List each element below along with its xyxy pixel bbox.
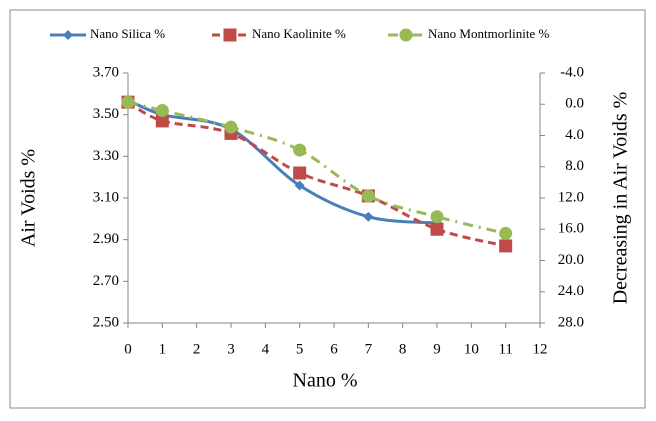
x-axis-title: Nano % [293,370,358,392]
x-tick-label: 9 [433,341,441,357]
x-tick-label: 3 [227,341,235,357]
legend-label: Nano Kaolinite % [252,26,346,41]
y-tick-label: 3.10 [93,189,119,205]
legend: Nano Silica % Nano Kaolinite % Nano Montmo… [50,26,549,42]
y2-tick-label: -4.0 [560,64,584,80]
y-tick-label: 2.50 [93,314,119,330]
y2-tick-label: 0.0 [565,96,584,112]
y-tick-label: 3.70 [93,64,119,80]
y-axis-title: Air Voids % [18,149,40,247]
x-tick-label: 6 [330,341,338,357]
y-tick-label: 2.70 [93,273,119,289]
marker [430,222,444,236]
x-tick-label: 5 [296,341,304,357]
legend-label: Nano Silica % [90,26,165,41]
x-tick-label: 11 [498,341,512,357]
marker [294,180,305,191]
legend-label: Nano Montmorlinite % [428,26,549,41]
marker [224,120,238,134]
y2-tick-label: 4.0 [565,127,584,143]
x-tick-label: 2 [193,341,201,357]
y2-tick-label: 16.0 [558,221,584,237]
y-tick-label: 2.90 [93,231,119,247]
x-tick-label: 10 [464,341,479,357]
marker [363,211,374,222]
marker [293,143,307,157]
marker [430,210,444,224]
marker [121,95,135,109]
marker [223,28,237,42]
chart-frame [9,9,646,409]
marker [499,239,513,253]
x-tick-label: 12 [533,341,548,357]
y-tick-label: 3.50 [93,106,119,122]
marker [155,114,169,128]
y2-tick-label: 12.0 [558,189,584,205]
x-tick-label: 0 [124,341,132,357]
y2-axis-title: Decreasing in Air Voids % [610,92,632,305]
y2-tick-label: 20.0 [558,252,584,268]
marker [499,226,513,240]
marker [63,30,73,40]
marker [293,166,307,180]
x-tick-label: 8 [399,341,407,357]
x-tick-label: 4 [262,341,270,357]
marker [155,104,169,117]
y2-tick-label: 28.0 [558,314,584,330]
x-tick-label: 7 [365,341,373,357]
y2-tick-label: 24.0 [558,283,584,299]
y2-tick-label: 8.0 [565,158,584,174]
y-tick-label: 3.30 [93,148,119,164]
x-tick-label: 1 [159,341,167,357]
marker [361,189,375,203]
marker [399,28,413,42]
